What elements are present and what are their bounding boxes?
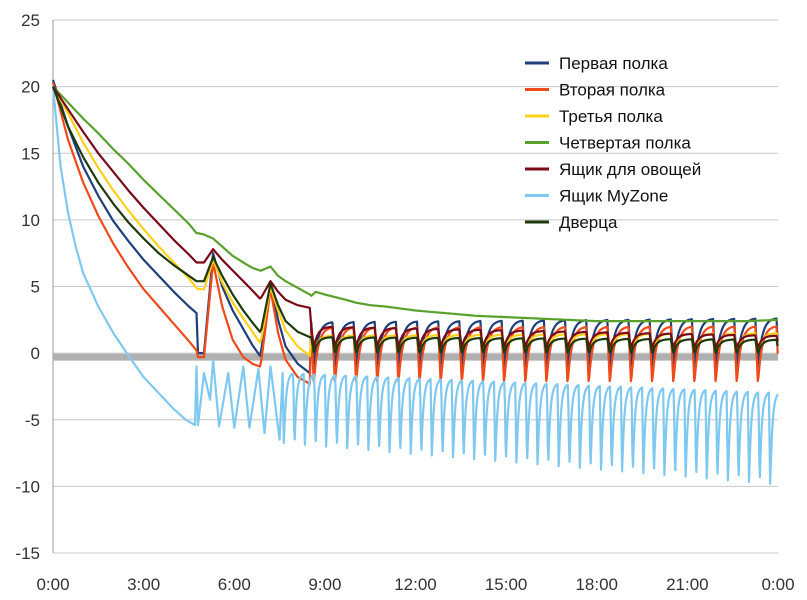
series-line-5 <box>51 86 779 485</box>
x-tick-label: 6:00 <box>218 575 251 594</box>
y-tick-label: 0 <box>31 344 40 363</box>
y-tick-label: 5 <box>31 278 40 297</box>
series-line-1 <box>51 82 779 385</box>
legend-label: Четвертая полка <box>559 134 691 153</box>
y-tick-label: 20 <box>21 78 40 97</box>
x-tick-label: 3:00 <box>127 575 160 594</box>
y-tick-label: -10 <box>15 477 40 496</box>
legend-label: Ящик для овощей <box>559 160 701 179</box>
series-line-2 <box>52 86 779 357</box>
x-tick-label: 0:00 <box>36 575 69 594</box>
y-tick-label: 10 <box>21 211 40 230</box>
y-tick-label: 15 <box>21 144 40 163</box>
legend-label: Дверца <box>559 213 618 232</box>
x-tick-label: 18:00 <box>575 575 618 594</box>
series-line-6 <box>51 86 779 354</box>
y-tick-label: 25 <box>21 11 40 30</box>
x-tick-label: 15:00 <box>485 575 528 594</box>
horizontal-gridlines <box>52 19 778 554</box>
legend-label: Вторая полка <box>559 81 666 100</box>
x-tick-label: 21:00 <box>666 575 709 594</box>
legend-label: Первая полка <box>559 54 668 73</box>
series-line-3 <box>52 85 779 323</box>
x-tick-label: 0:00 <box>761 575 794 594</box>
series-line-4 <box>52 85 779 349</box>
axis-tick-labels: 25 20 15 10 5 0 -5 -10 -15 0:00 3:00 6:00 9:00 12:00 1… <box>15 11 794 594</box>
data-series <box>51 79 779 485</box>
y-tick-label: -15 <box>15 544 40 563</box>
x-tick-label: 12:00 <box>394 575 437 594</box>
legend-label: Ящик MyZone <box>559 187 668 206</box>
x-tick-label: 9:00 <box>308 575 341 594</box>
y-tick-label: -5 <box>25 411 40 430</box>
legend: Первая полка Вторая полка Третья полка Четв… <box>525 54 701 232</box>
legend-label: Третья полка <box>559 107 663 126</box>
